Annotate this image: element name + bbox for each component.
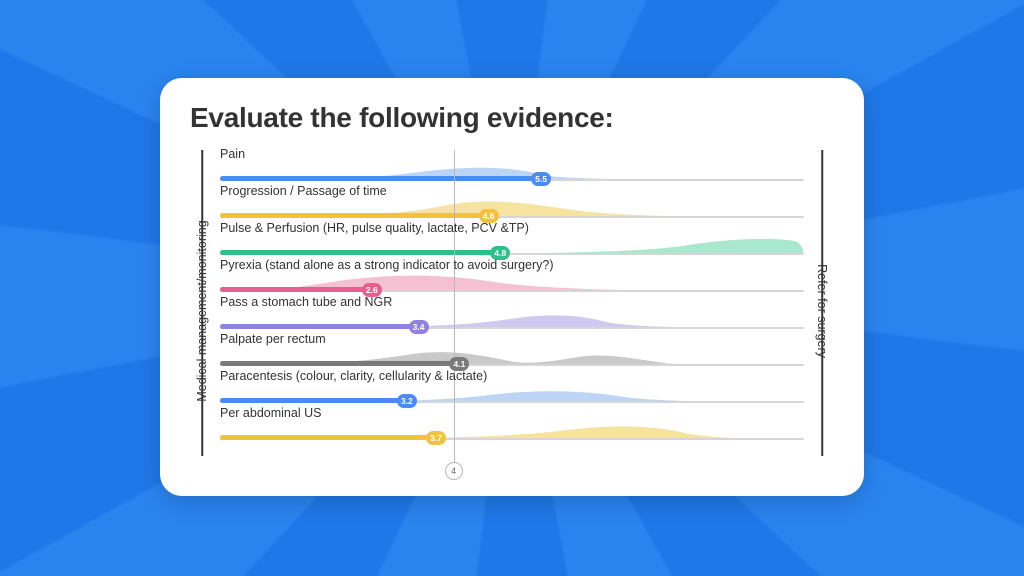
value-bar [220,398,407,403]
row-label: Per abdominal US [220,406,804,420]
center-marker: 4 [445,462,463,480]
row-label: Pyrexia (stand alone as a strong indicat… [220,258,804,272]
value-bar [220,435,436,440]
chart-row: Pass a stomach tube and NGR3.4 [220,294,804,331]
value-bar [220,213,489,218]
value-bar [220,324,419,329]
chart-row: Pain5.5 [220,146,804,183]
ridge-chart: Medical management/monitoring Pain5.5Pro… [190,146,834,476]
chart-row: Pulse & Perfusion (HR, pulse quality, la… [220,220,804,257]
card-title: Evaluate the following evidence: [190,102,834,134]
row-track: 4.8 [220,235,804,255]
value-bar [220,361,459,366]
value-bar [220,176,541,181]
evidence-card: Evaluate the following evidence: Medical… [160,78,864,496]
center-reference-line [454,150,455,472]
row-label: Pain [220,147,804,161]
row-track: 3.7 [220,420,804,440]
value-bar [220,287,372,292]
value-bar [220,250,500,255]
row-track: 3.4 [220,309,804,329]
row-label: Palpate per rectum [220,332,804,346]
value-marker: 3.7 [426,431,446,445]
y-axis-left-label: Medical management/monitoring [195,220,209,401]
y-axis-right-label: Refer for surgery [815,264,829,358]
chart-row: Paracentesis (colour, clarity, cellulari… [220,368,804,405]
row-label: Pass a stomach tube and NGR [220,295,804,309]
chart-row: Palpate per rectum4.1 [220,331,804,368]
chart-row: Progression / Passage of time4.6 [220,183,804,220]
row-track: 4.1 [220,346,804,366]
row-label: Progression / Passage of time [220,184,804,198]
y-axis-right: Refer for surgery [810,146,834,476]
row-track: 4.6 [220,198,804,218]
chart-row: Per abdominal US3.7 [220,405,804,442]
plot-area: Pain5.5Progression / Passage of time4.6P… [214,146,810,476]
chart-row: Pyrexia (stand alone as a strong indicat… [220,257,804,294]
row-label: Pulse & Perfusion (HR, pulse quality, la… [220,221,804,235]
row-track: 5.5 [220,161,804,181]
rows-container: Pain5.5Progression / Passage of time4.6P… [220,146,804,442]
center-marker-label: 4 [451,466,456,476]
row-track: 3.2 [220,383,804,403]
row-track: 2.6 [220,272,804,292]
row-label: Paracentesis (colour, clarity, cellulari… [220,369,804,383]
y-axis-left: Medical management/monitoring [190,146,214,476]
